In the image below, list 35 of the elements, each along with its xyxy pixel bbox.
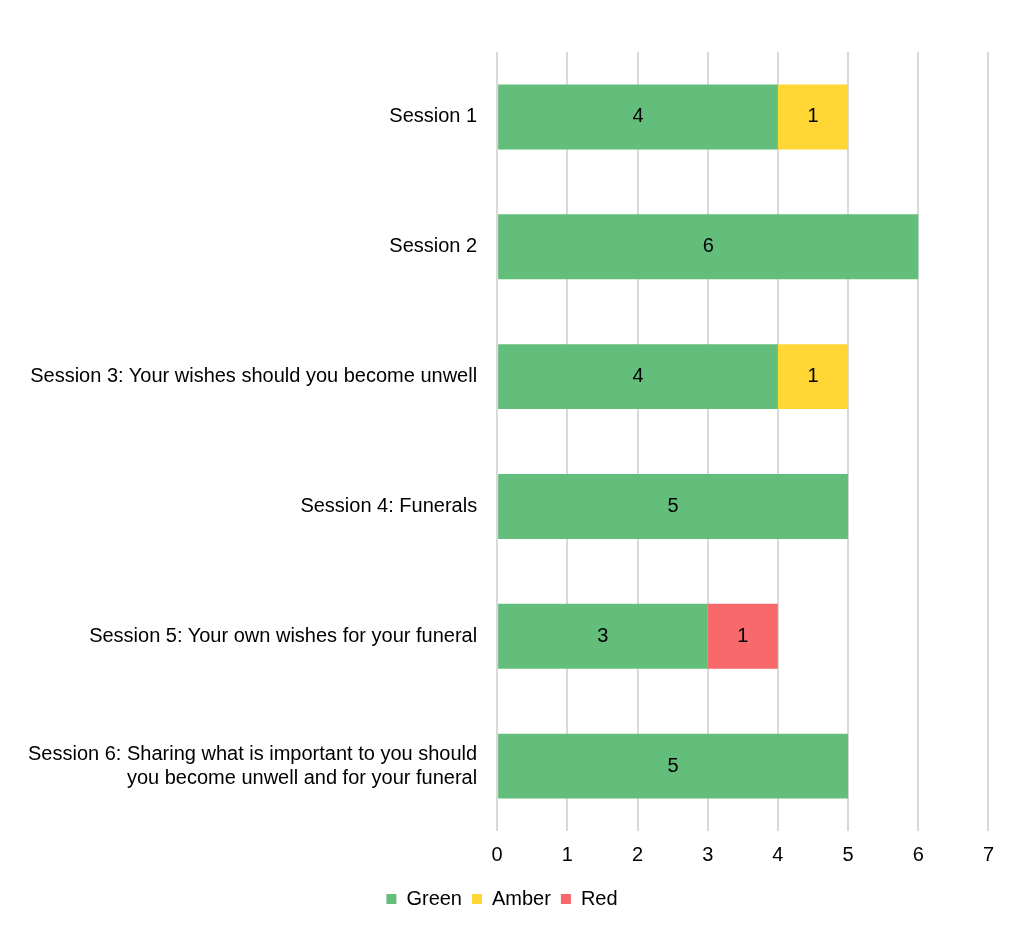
x-tick-label: 6 xyxy=(912,842,924,865)
bar xyxy=(498,214,919,280)
x-tick-label: 2 xyxy=(631,842,644,865)
legend-label: Amber xyxy=(492,886,552,909)
bar xyxy=(498,344,778,410)
data-label: 4 xyxy=(632,104,644,127)
data-label: 1 xyxy=(807,104,819,127)
data-label: 5 xyxy=(667,493,679,516)
x-tick-label: 0 xyxy=(491,842,503,865)
bar xyxy=(498,603,708,669)
y-tick-label: Session 5: Your own wishes for your funeral xyxy=(89,623,478,646)
bar xyxy=(498,733,849,799)
data-label: 6 xyxy=(702,234,714,257)
bar xyxy=(498,84,778,150)
x-tick-label: 5 xyxy=(842,842,854,865)
y-tick-label: Session 3: Your wishes should you become unwell xyxy=(30,364,478,387)
legend-label: Red xyxy=(580,886,618,909)
data-label: 1 xyxy=(737,623,749,646)
data-label: 3 xyxy=(597,623,609,646)
y-tick-label: Session 6: Sharing what is important to you should you become unwell and for your funeral xyxy=(28,741,478,788)
bar xyxy=(777,344,849,410)
x-tick-label: 1 xyxy=(561,842,573,865)
x-tick-label: 4 xyxy=(772,842,784,865)
y-tick-label: Session 4: Funerals xyxy=(300,493,478,516)
data-label: 5 xyxy=(667,753,679,776)
y-tick-label: Session 2 xyxy=(389,234,478,257)
bar xyxy=(707,603,778,669)
bar xyxy=(498,473,849,539)
data-label: 1 xyxy=(807,364,819,387)
y-tick-label: Session 1 xyxy=(389,104,478,127)
x-tick-label: 3 xyxy=(702,842,714,865)
bar xyxy=(777,84,849,150)
legend-label: Green xyxy=(406,886,462,909)
data-label: 4 xyxy=(632,364,644,387)
x-tick-label: 7 xyxy=(982,842,994,865)
